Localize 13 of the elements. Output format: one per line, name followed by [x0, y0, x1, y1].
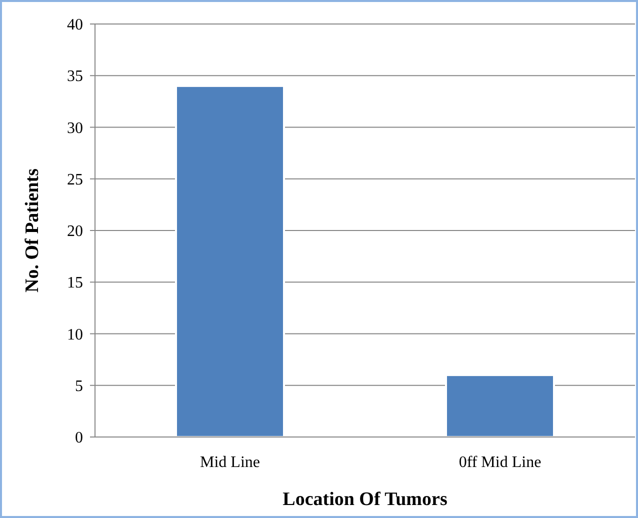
y-tick-label: 5: [75, 378, 83, 395]
y-tick-label: 20: [67, 223, 83, 240]
y-tick-label: 25: [67, 171, 83, 188]
x-tick-label: 0ff Mid Line: [458, 454, 542, 471]
y-axis-title: No. Of Patients: [22, 168, 43, 293]
y-tick-label: 0: [75, 430, 83, 447]
y-tick-label: 15: [67, 274, 83, 292]
y-tick-label: 35: [67, 68, 83, 86]
x-axis-title: Location Of Tumors: [282, 489, 448, 510]
y-tick-label: 40: [67, 16, 83, 34]
y-tick-label: 10: [67, 326, 83, 344]
x-tick-label: Mid Line: [200, 454, 260, 471]
y-tick-label: 30: [67, 120, 83, 137]
